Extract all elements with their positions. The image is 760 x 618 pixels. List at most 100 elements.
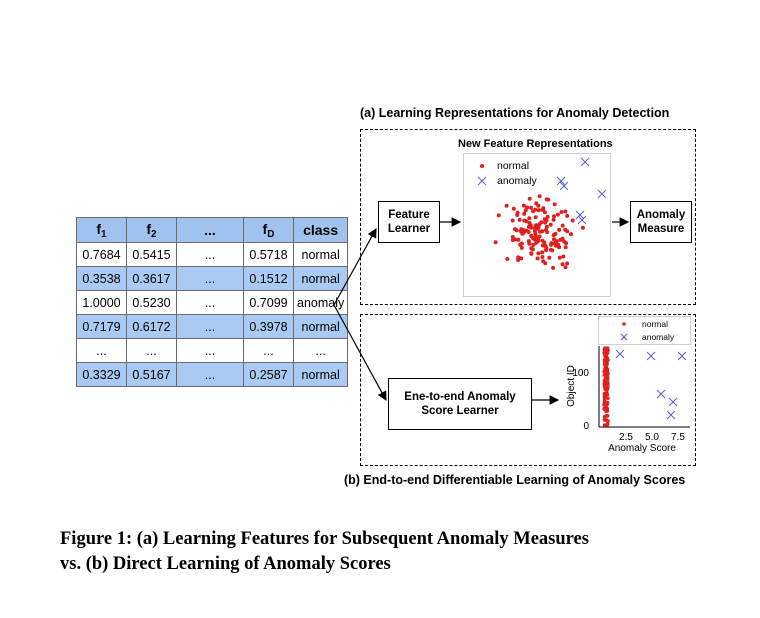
ytick-label-0: 0 bbox=[583, 421, 589, 432]
table-cell: normal bbox=[292, 266, 349, 291]
normal-point bbox=[505, 257, 510, 261]
table-cell: ... bbox=[176, 362, 244, 387]
score-normal-point bbox=[605, 378, 610, 382]
score-normal-point bbox=[602, 369, 606, 374]
normal-point bbox=[557, 227, 562, 232]
normal-point bbox=[552, 214, 556, 219]
table-cell: ... bbox=[76, 338, 127, 363]
normal-point bbox=[546, 197, 551, 202]
normal-point bbox=[529, 251, 534, 256]
score-anomaly-point bbox=[646, 351, 656, 361]
header-fD: fD bbox=[243, 217, 294, 243]
panel-b-title: (b) End-to-end Differentiable Learning o… bbox=[344, 473, 686, 487]
legend-normal-marker bbox=[480, 164, 484, 168]
score-normal-point bbox=[605, 406, 610, 411]
normal-point bbox=[548, 222, 553, 227]
score-anomaly-point bbox=[656, 389, 666, 399]
normal-point bbox=[570, 218, 575, 223]
normal-point bbox=[513, 227, 517, 232]
normal-point bbox=[534, 201, 539, 206]
score-normal-point bbox=[603, 351, 608, 356]
normal-point bbox=[560, 223, 565, 228]
score-normal-point bbox=[604, 364, 609, 368]
legend-normal-label: normal bbox=[497, 160, 529, 172]
score-normal-point bbox=[605, 421, 610, 426]
anomaly-point bbox=[575, 210, 585, 220]
table-cell: 0.7099 bbox=[243, 290, 294, 315]
anomaly-point bbox=[556, 176, 566, 186]
table-cell: normal bbox=[292, 242, 349, 267]
normal-point bbox=[525, 205, 530, 210]
normal-point bbox=[560, 262, 565, 267]
normal-point bbox=[516, 237, 521, 242]
header-f1: f1 bbox=[76, 217, 127, 243]
table-cell: normal bbox=[292, 314, 349, 339]
anomaly-point bbox=[577, 215, 587, 225]
normal-point bbox=[510, 235, 515, 239]
score-normal-point bbox=[605, 375, 610, 379]
normal-point bbox=[564, 241, 569, 246]
score-legend-frame bbox=[598, 316, 691, 345]
normal-point bbox=[536, 237, 541, 242]
table-row: 0.7179 0.6172 ... 0.3978 normal bbox=[76, 314, 349, 339]
table-row: 0.7684 0.5415 ... 0.5718 normal bbox=[76, 242, 349, 267]
table-cell: ... bbox=[176, 290, 244, 315]
table-header-row: f1 f2 ... fD class bbox=[76, 217, 349, 243]
normal-point bbox=[561, 254, 566, 259]
score-normal-point bbox=[602, 400, 607, 404]
normal-point bbox=[544, 224, 549, 229]
score-normal-point bbox=[604, 367, 609, 372]
score-legend-anomaly-label: anomaly bbox=[642, 332, 675, 342]
caption-line-1: Figure 1: (a) Learning Features for Subs… bbox=[60, 529, 589, 549]
normal-point bbox=[545, 214, 550, 219]
normal-point bbox=[522, 211, 527, 216]
feature-scatter-plot: normal anomaly bbox=[463, 153, 611, 297]
table-cell: 0.2587 bbox=[243, 362, 294, 387]
arrow-table-to-feature-learner bbox=[333, 227, 377, 306]
normal-point bbox=[533, 234, 538, 239]
normal-point bbox=[527, 241, 532, 246]
score-normal-point bbox=[606, 396, 610, 400]
score-x-label: Anomaly Score bbox=[608, 443, 676, 454]
normal-point bbox=[551, 217, 556, 222]
normal-point bbox=[552, 202, 557, 207]
score-legend-anomaly-marker bbox=[620, 333, 628, 341]
table-cell: 0.5167 bbox=[126, 362, 177, 387]
score-normal-point bbox=[602, 359, 607, 364]
table-cell: 0.6172 bbox=[126, 314, 177, 339]
score-normal-point bbox=[603, 346, 607, 350]
normal-point bbox=[549, 241, 554, 246]
score-normal-point bbox=[602, 382, 606, 386]
normal-point bbox=[557, 255, 562, 260]
panel-a-box bbox=[360, 129, 696, 305]
normal-point bbox=[553, 239, 558, 244]
normal-point bbox=[533, 207, 538, 212]
table-cell: 0.3978 bbox=[243, 314, 294, 339]
score-normal-point bbox=[604, 418, 609, 422]
normal-point bbox=[510, 238, 515, 243]
table-cell: ... bbox=[176, 314, 244, 339]
anomaly-measure-node: Anomaly Measure bbox=[630, 201, 692, 243]
score-normal-point bbox=[604, 387, 609, 391]
table-cell: anomaly bbox=[292, 290, 349, 315]
score-anomaly-point bbox=[615, 349, 625, 359]
normal-point bbox=[565, 261, 570, 266]
score-normal-point bbox=[605, 357, 609, 362]
normal-point bbox=[519, 256, 524, 261]
normal-point bbox=[533, 224, 538, 229]
score-legend-normal-marker bbox=[622, 322, 626, 326]
normal-point bbox=[541, 259, 546, 264]
score-legend-normal-label: normal bbox=[642, 319, 668, 329]
score-normal-point bbox=[605, 414, 610, 418]
normal-point bbox=[555, 212, 560, 217]
normal-point bbox=[536, 208, 541, 213]
feature-learner-node: Feature Learner bbox=[378, 201, 440, 243]
normal-point bbox=[526, 230, 531, 234]
table-cell: 0.7684 bbox=[76, 242, 127, 267]
normal-point bbox=[531, 242, 536, 247]
feature-table: f1 f2 ... fD class 0.7684 0.5415 ... 0.5… bbox=[76, 217, 349, 387]
legend-anomaly-label: anomaly bbox=[497, 175, 537, 187]
normal-point bbox=[518, 242, 523, 247]
table-cell: ... bbox=[176, 242, 244, 267]
